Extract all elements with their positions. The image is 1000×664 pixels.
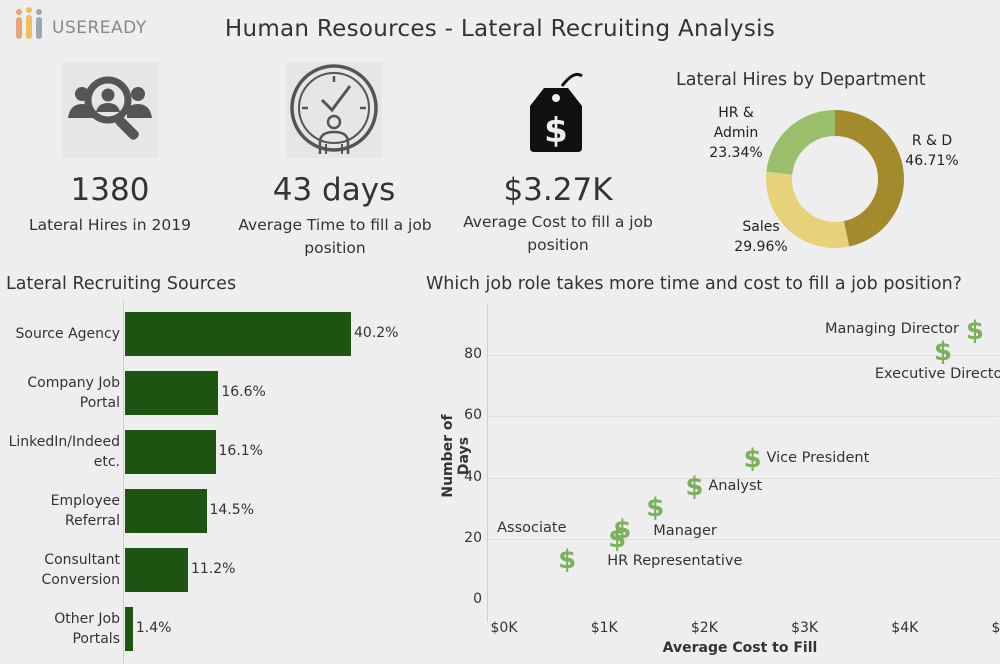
donut-label-sales: Sales 29.96% [728, 217, 794, 257]
scatter-y-tick-label: 0 [473, 591, 482, 607]
bar-value-label: 16.6% [221, 384, 266, 400]
bar-value-label: 14.5% [209, 502, 254, 518]
scatter-x-axis-title: Average Cost to Fill [662, 640, 818, 656]
scatter-gridline [488, 538, 999, 540]
bar-value-label: 1.4% [135, 620, 172, 636]
scatter-chart: Number of Days Average Cost to Fill 0 20 4… [420, 300, 1000, 664]
dollar-marker[interactable]: $ [685, 471, 704, 502]
bar-value-label: 11.2% [190, 561, 236, 577]
dollar-marker[interactable]: $ [646, 493, 665, 524]
kpi-value-hires: 1380 [70, 172, 150, 208]
scatter-gridline [488, 416, 999, 418]
donut-slice-hr[interactable] [766, 110, 836, 176]
dollar-marker[interactable]: $ [933, 337, 952, 368]
donut-label-rd: R & D 46.71% [898, 131, 966, 171]
bar-chart: Source Agency 40.2% Company Job Portal 16.6%… [0, 300, 420, 664]
bar-category-line: Other Job [54, 611, 120, 627]
donut-label-rd-name: R & D [911, 133, 953, 149]
hr-search-icon [68, 76, 152, 140]
donut-title: Lateral Hires by Department [676, 70, 926, 90]
scatter-gridline [488, 477, 999, 479]
svg-text:$: $ [544, 111, 568, 151]
scatter-y-axis [487, 304, 488, 622]
bar-linkedin-indeed-etc[interactable] [125, 430, 216, 474]
bar-category-other-job-portals: Other Job Portals [0, 609, 120, 649]
logo-icon [16, 7, 42, 39]
donut-label-hr-value: 23.34% [709, 145, 763, 161]
scatter-x-tick-label: $1K [590, 620, 618, 636]
donut-label-hr-name: HR & Admin [713, 105, 759, 141]
point-label: HR Representative [607, 552, 743, 569]
point-label: Vice President [766, 450, 870, 467]
clock-person-icon [290, 64, 378, 154]
bar-category-source-agency: Source Agency [0, 324, 120, 344]
bar-category-line: Portal [79, 395, 120, 411]
logo [14, 6, 154, 42]
scatter-title: Which job role takes more time and cost … [426, 274, 962, 294]
bar-company-job-portal[interactable] [125, 371, 219, 415]
bar-consultant-conversion[interactable] [125, 548, 188, 592]
bar-category-line: Portals [72, 631, 120, 647]
scatter-x-tick-label: $3K [791, 620, 819, 636]
scatter-x-tick-label: $0K [490, 620, 518, 636]
scatter-y-tick-label: 60 [464, 407, 482, 424]
kpi-icon-cost: $ [522, 66, 592, 156]
bar-category-employee-referral: Employee Referral [0, 491, 120, 531]
bar-category-line: Conversion [41, 572, 121, 588]
scatter-y-tick-label: 40 [464, 468, 482, 485]
bar-chart-axis [123, 300, 124, 664]
point-label: Managing Director [824, 320, 959, 337]
dollar-marker[interactable]: $ [613, 514, 632, 545]
scatter-x-tick-label: $5K [991, 620, 1000, 636]
donut-label-sales-name: Sales [742, 219, 780, 235]
kpi-label-cost: Average Cost to fill a job position [463, 213, 653, 254]
bar-category-line: LinkedIn/Indeed [8, 434, 120, 450]
scatter-y-tick-label: 80 [464, 346, 482, 363]
scatter-y-tick-label: 20 [464, 529, 482, 546]
donut-label-hr: HR & Admin 23.34% [694, 103, 778, 163]
scatter-x-tick-label: $2K [690, 620, 718, 636]
bar-category-line: etc. [93, 454, 120, 470]
bar-other-job-portals[interactable] [125, 607, 133, 651]
kpi-label-hires: Lateral Hires in 2019 [29, 216, 191, 234]
kpi-icon-time [286, 62, 382, 158]
bar-value-label: 16.1% [218, 443, 263, 459]
bar-category-line: Consultant [44, 552, 120, 568]
bar-category-line: Company Job [27, 375, 120, 391]
dollar-marker[interactable]: $ [608, 523, 627, 554]
page-title: Human Resources - Lateral Recruiting Ana… [224, 16, 776, 42]
dollar-marker[interactable]: $ [965, 315, 984, 346]
bar-source-agency[interactable] [125, 312, 351, 356]
dollar-marker[interactable]: $ [558, 545, 577, 576]
point-label: Executive Director [874, 366, 1000, 383]
kpi-value-cost: $3.27K [503, 172, 613, 208]
dollar-marker[interactable]: $ [743, 444, 762, 475]
bar-category-linkedin-indeed-etc: LinkedIn/Indeed etc. [0, 432, 120, 472]
kpi-label-time: Average Time to fill a job position [238, 216, 432, 257]
donut-label-sales-value: 29.96% [734, 239, 788, 255]
point-label: Manager [653, 523, 717, 540]
bar-category-company-job-portal: Company Job Portal [0, 373, 120, 413]
bar-employee-referral[interactable] [125, 489, 207, 533]
kpi-value-time: 43 days [272, 172, 396, 208]
kpi-icon-hires [62, 62, 158, 158]
bar-value-label: 40.2% [354, 325, 399, 341]
point-label: Associate [497, 520, 567, 537]
scatter-gridline [488, 355, 999, 357]
point-label: Analyst [708, 477, 763, 494]
price-tag-icon: $ [530, 72, 583, 152]
bar-category-line: Source Agency [15, 326, 120, 342]
scatter-x-tick-label: $4K [891, 620, 919, 636]
bar-category-consultant-conversion: Consultant Conversion [0, 550, 121, 590]
logo-text: USEREADY [52, 18, 147, 38]
donut-chart [766, 110, 904, 248]
donut-slice-sales[interactable] [766, 171, 850, 248]
bar-chart-title: Lateral Recruiting Sources [6, 274, 237, 294]
bar-category-line: Referral [65, 513, 120, 529]
bar-category-line: Employee [50, 493, 120, 509]
donut-label-rd-value: 46.71% [905, 153, 959, 169]
donut-slice-rd[interactable] [834, 110, 904, 247]
